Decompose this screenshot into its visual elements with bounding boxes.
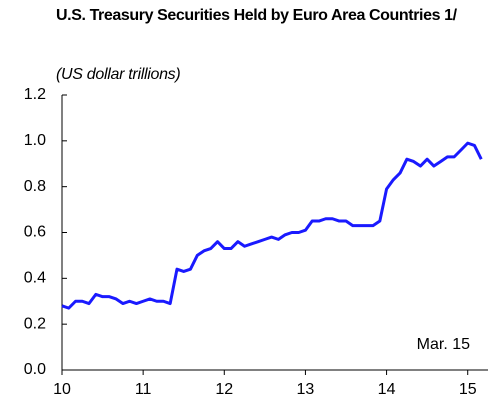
y-tick-label: 0.0 [24,361,46,378]
x-tick-label: 13 [297,381,315,398]
y-tick-label: 0.8 [24,178,46,195]
y-tick-label: 1.0 [24,132,46,149]
y-tick-label: 1.2 [24,86,46,103]
y-tick-label: 0.4 [24,270,46,287]
y-tick-label: 0.2 [24,315,46,332]
chart-subtitle: (US dollar trillions) [56,66,181,83]
x-tick-label: 10 [53,381,71,398]
x-tick-label: 12 [215,381,233,398]
y-tick-label: 0.6 [24,224,46,241]
x-tick-label: 14 [378,381,396,398]
chart-title: U.S. Treasury Securities Held by Euro Ar… [56,7,457,24]
annotation: Mar. 15 [417,336,470,353]
x-tick-label: 11 [135,381,152,398]
data-line [61,141,483,310]
x-tick-label: 15 [459,381,477,398]
